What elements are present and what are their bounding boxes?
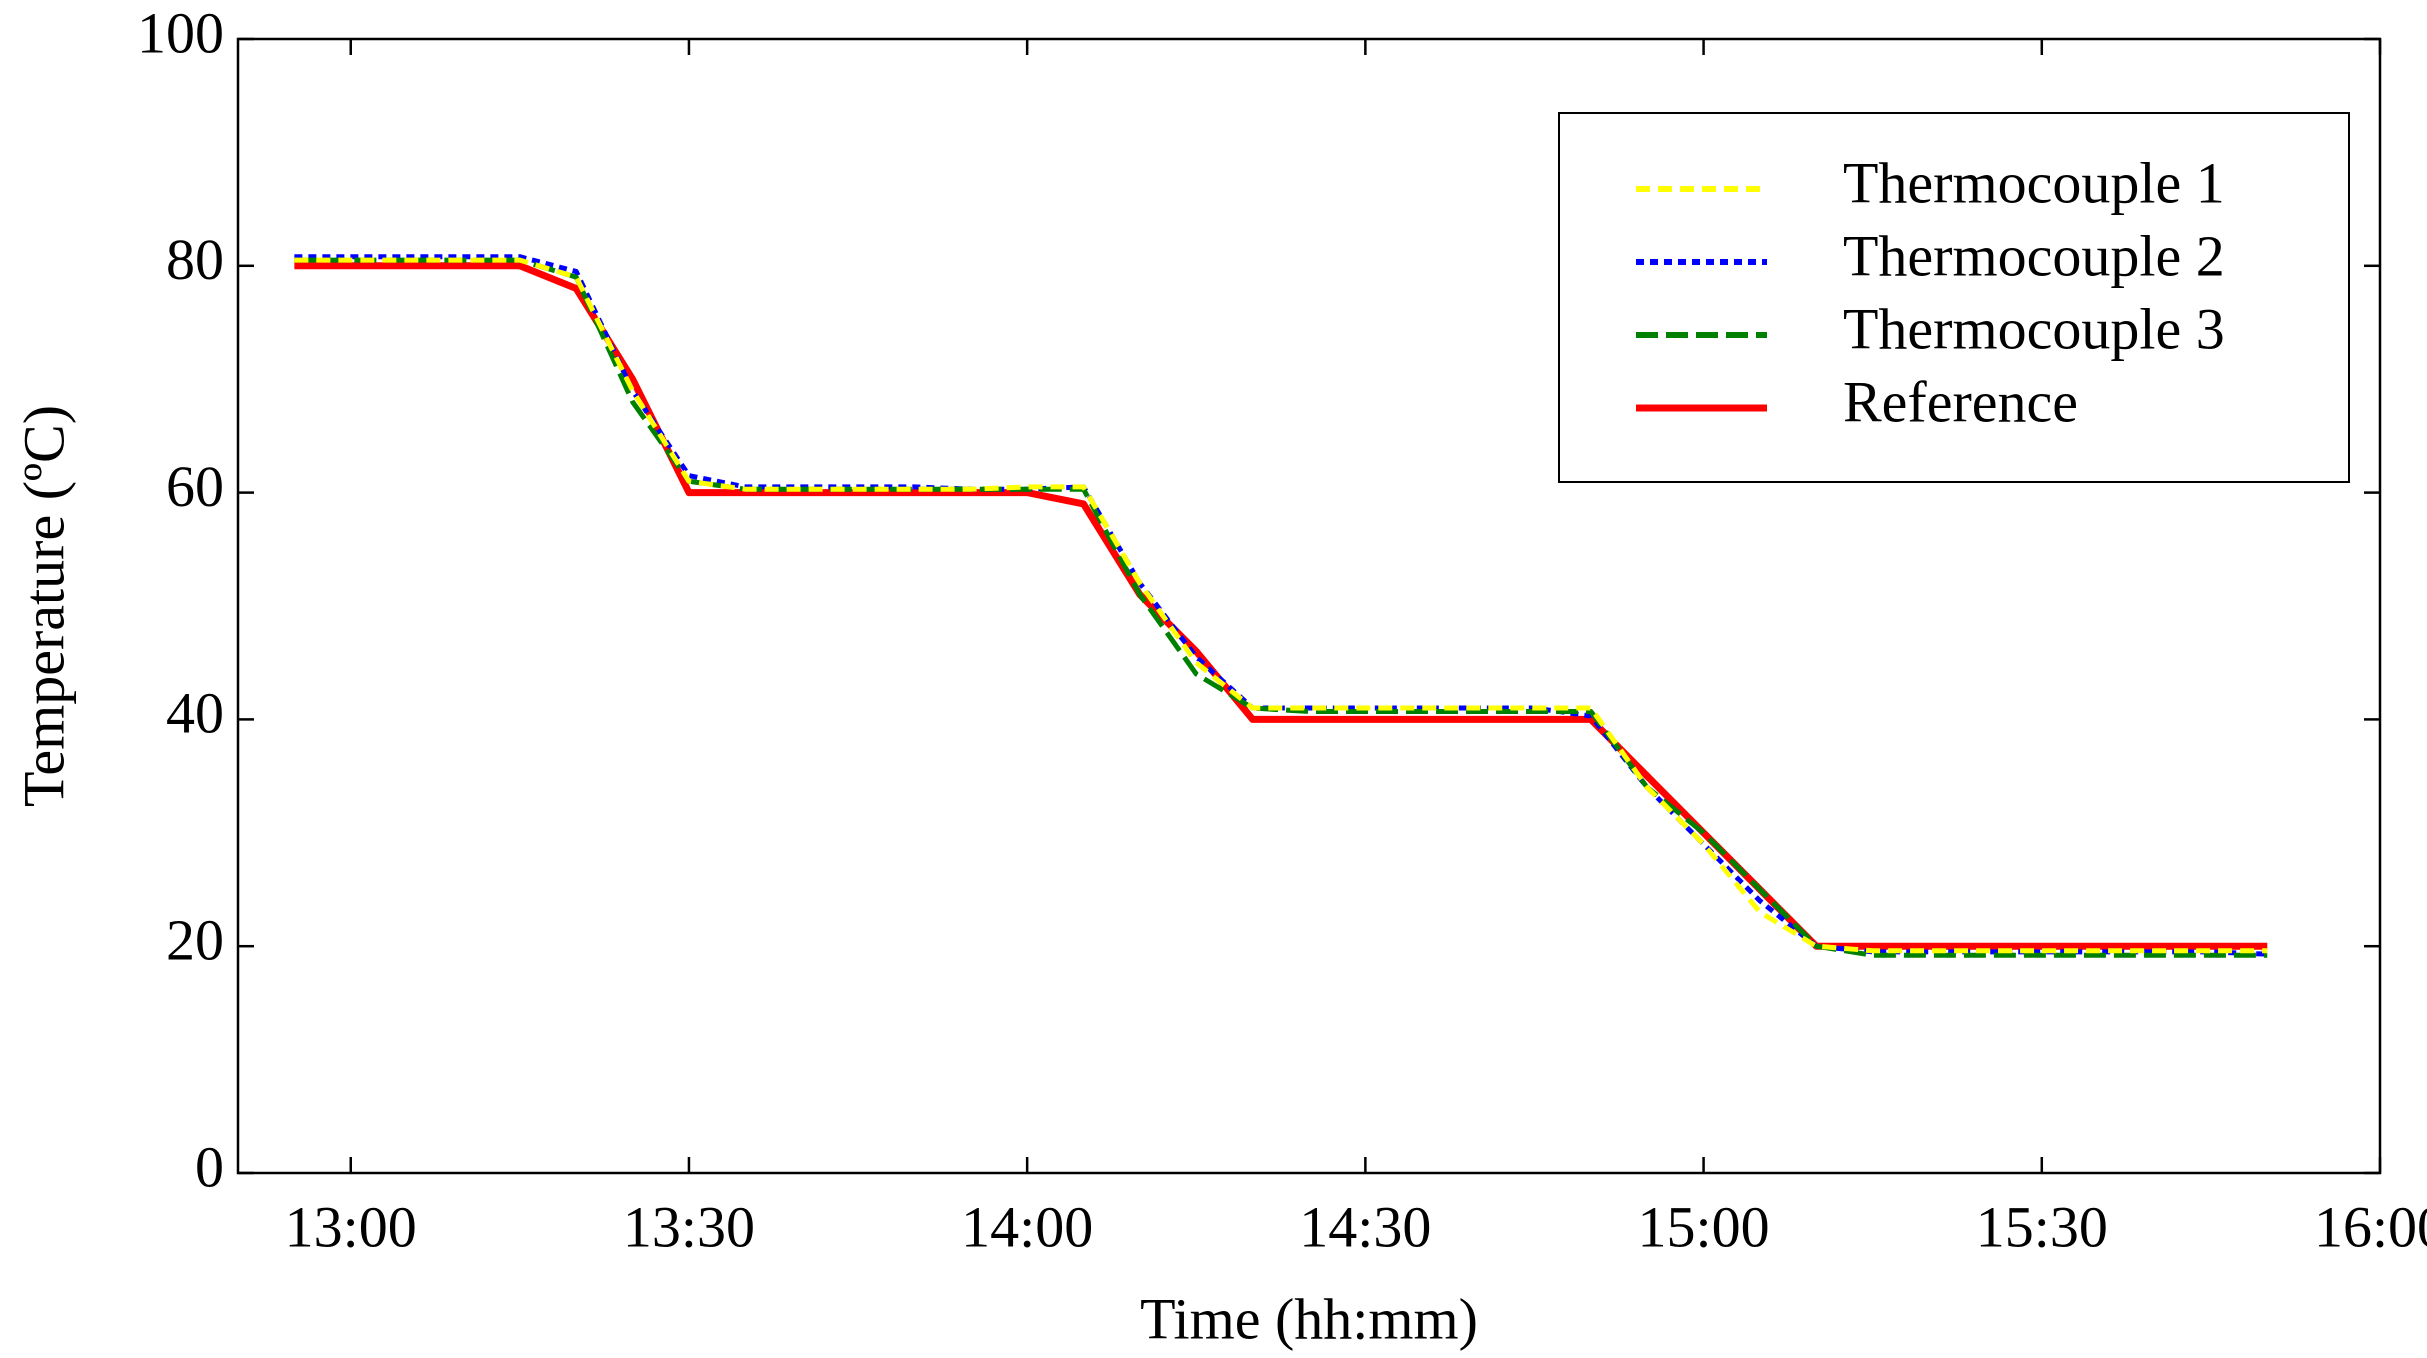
- x-tick-label: 13:30: [623, 1194, 755, 1259]
- y-axis-label: Temperature (ºC): [11, 405, 76, 807]
- y-tick-label: 20: [166, 908, 224, 973]
- legend-label: Thermocouple 1: [1843, 150, 2225, 215]
- series-line: [294, 262, 2268, 950]
- y-tick-label: 80: [166, 227, 224, 292]
- x-tick-label: 15:30: [1976, 1194, 2108, 1259]
- x-axis-label: Time (hh:mm): [1140, 1286, 1478, 1351]
- plot-frame: [236, 37, 2382, 1175]
- x-tick-label: 13:00: [285, 1194, 417, 1259]
- x-tick-label: 14:30: [1299, 1194, 1431, 1259]
- legend-label: Reference: [1843, 369, 2078, 434]
- y-tick-label: 100: [137, 0, 224, 65]
- x-tick-label: 15:00: [1638, 1194, 1770, 1259]
- legend-label: Thermocouple 2: [1843, 223, 2225, 288]
- y-tick-label: 40: [166, 681, 224, 746]
- x-tick-label: 14:00: [961, 1194, 1093, 1259]
- y-tick-label: 60: [166, 454, 224, 519]
- series-line: [294, 257, 2268, 958]
- y-tick-label: 0: [195, 1134, 224, 1199]
- series-line: [294, 257, 2268, 954]
- legend-box: [1558, 112, 2350, 483]
- x-tick-label: 16:00: [2314, 1194, 2427, 1259]
- legend-label: Thermocouple 3: [1843, 296, 2225, 361]
